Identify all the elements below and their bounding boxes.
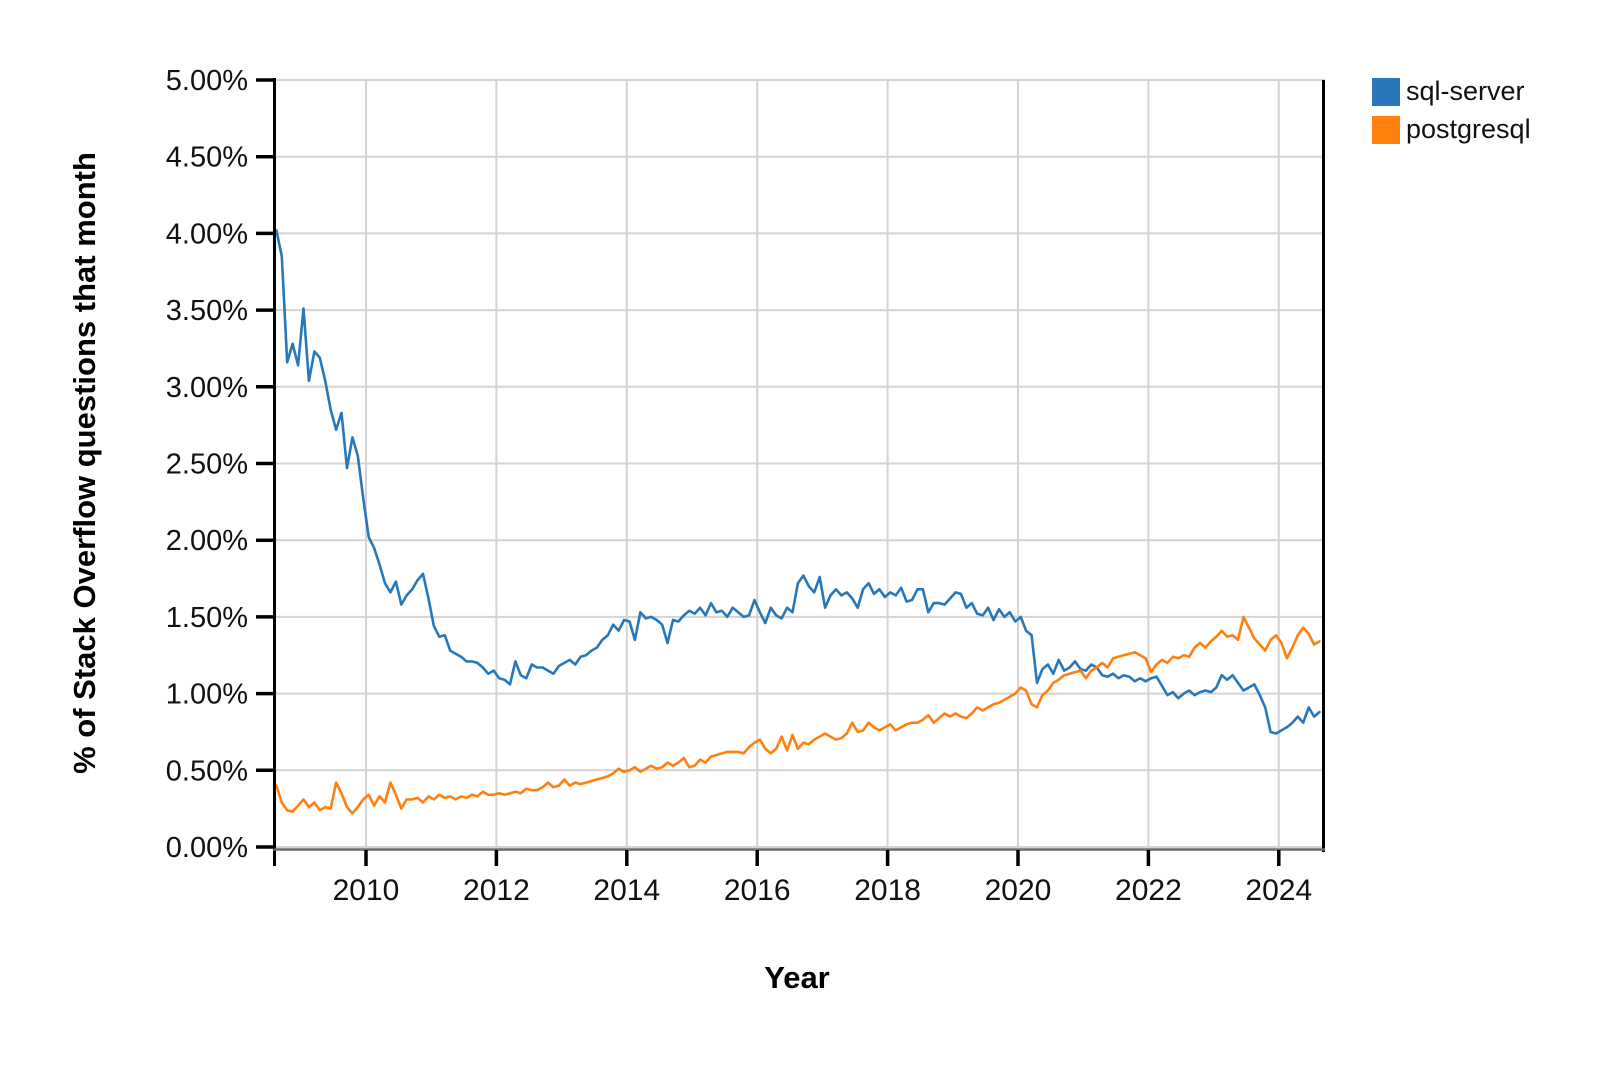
gridlines: [273, 79, 1325, 848]
y-tick-label: 0.00%: [166, 832, 248, 864]
y-tick-label: 2.00%: [166, 525, 248, 557]
x-tick-label: 2014: [593, 874, 660, 907]
y-axis-title: % of Stack Overflow questions that month: [67, 152, 102, 774]
tick-marks-and-labels: 0.00% 0.50% 1.00% 1.50% 2.00% 2.50% 3.00% 3.50%…: [166, 65, 1312, 907]
y-tick-label: 1.00%: [166, 679, 248, 711]
data-series-lines: [275, 229, 1321, 815]
series-line-sql-server: [275, 229, 1321, 735]
x-tick-label: 2016: [724, 874, 791, 907]
y-tick-label: 1.50%: [166, 602, 248, 634]
x-tick-label: 2024: [1245, 874, 1312, 907]
x-tick-label: 2020: [985, 874, 1052, 907]
legend-label-sql-server: sql-server: [1406, 76, 1525, 106]
x-axis-title: Year: [764, 960, 830, 995]
legend-swatch-sql-server: [1372, 78, 1400, 106]
legend: sql-server postgresql: [1372, 76, 1531, 144]
y-tick-label: 3.50%: [166, 295, 248, 327]
y-tick-label: 0.50%: [166, 755, 248, 787]
legend-swatch-postgresql: [1372, 116, 1400, 144]
series-line-postgresql: [275, 615, 1321, 815]
y-tick-label: 4.00%: [166, 218, 248, 250]
y-tick-label: 3.00%: [166, 372, 248, 404]
y-tick-label: 5.00%: [166, 65, 248, 97]
legend-label-postgresql: postgresql: [1406, 114, 1531, 144]
x-tick-label: 2018: [854, 874, 921, 907]
x-tick-label: 2022: [1115, 874, 1182, 907]
x-tick-label: 2010: [333, 874, 400, 907]
x-tick-label: 2012: [463, 874, 530, 907]
y-tick-label: 4.50%: [166, 142, 248, 174]
axes-frame: [273, 78, 1325, 866]
y-tick-label: 2.50%: [166, 449, 248, 481]
